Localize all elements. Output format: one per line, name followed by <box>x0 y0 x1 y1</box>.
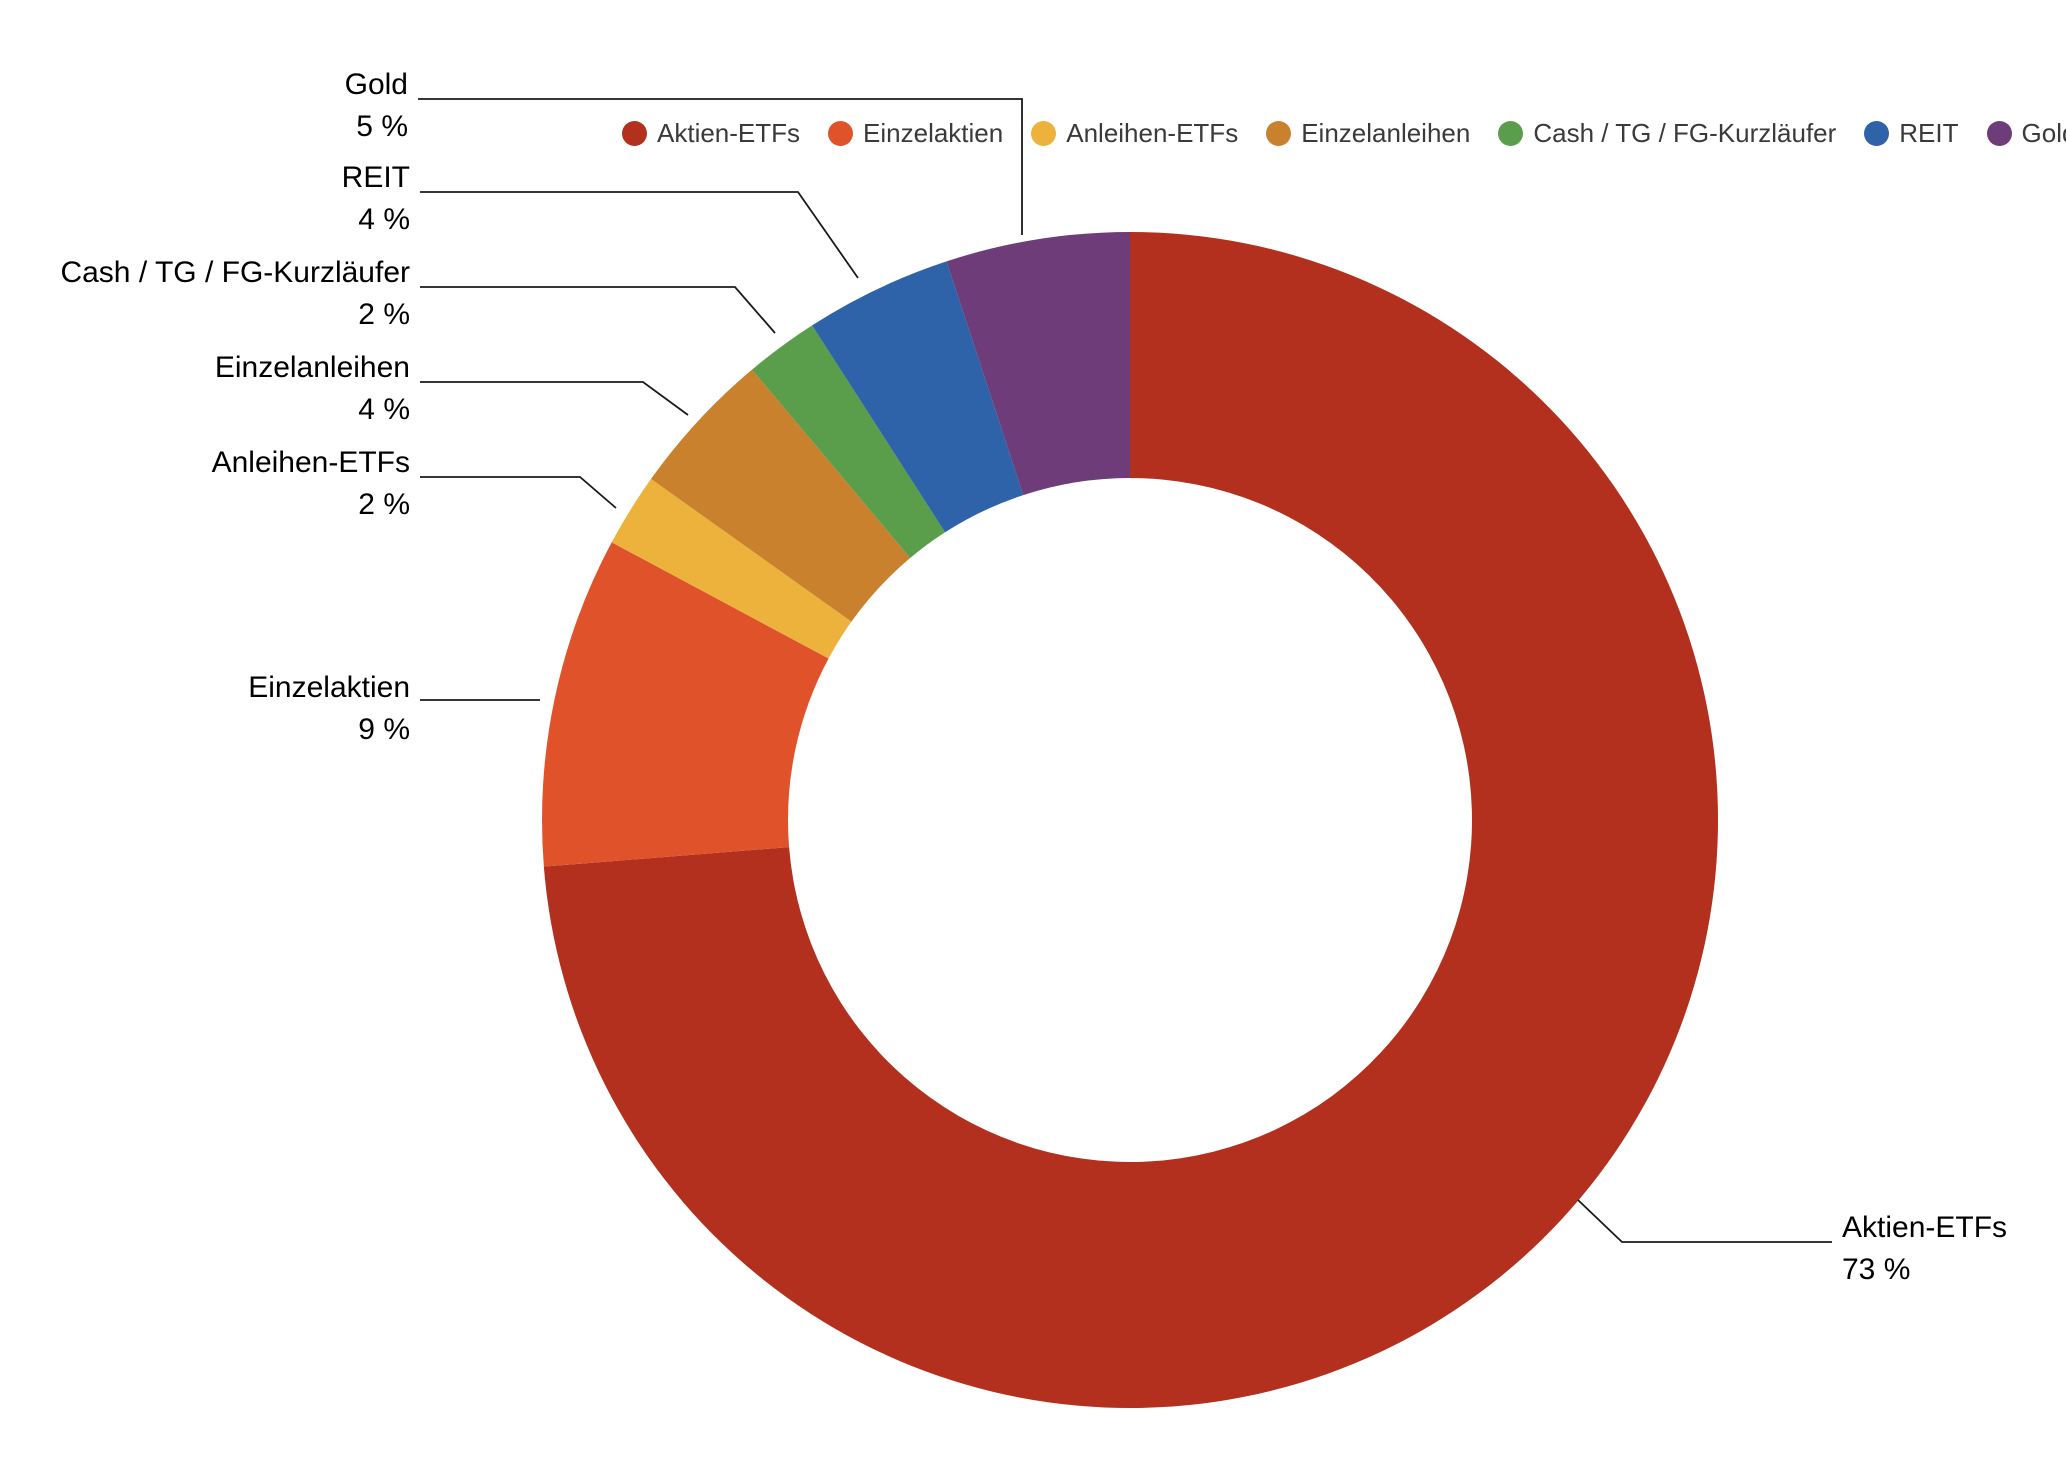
legend-label: Einzelanleihen <box>1301 118 1471 148</box>
slice-label-einzelanleihen: Einzelanleihen 4 % <box>215 351 410 426</box>
slice-label-gold: Gold 5 % <box>345 68 408 143</box>
legend-swatch-icon <box>1864 121 1890 146</box>
slice-label-anleihen-etfs: Anleihen-ETFs 2 % <box>212 446 410 521</box>
leader-line-einzelanleihen <box>420 381 689 416</box>
leader-line-anleihen-etfs <box>420 476 617 509</box>
pie-slice-gold <box>946 232 1130 496</box>
pie-slice-einzelanleihen <box>651 369 911 622</box>
legend-label: Aktien-ETFs <box>657 118 801 148</box>
legend-item-gold: Gold <box>1986 118 2066 149</box>
pie-slice-anleihen-etfs <box>611 478 852 659</box>
legend-item-anleihen-etfs: Anleihen-ETFs <box>1031 118 1238 149</box>
legend-swatch-icon <box>1498 121 1524 146</box>
leader-line-cash-tg-fg-kurzl-ufer <box>420 286 776 334</box>
slice-label-reit: REIT 4 % <box>342 161 410 236</box>
legend-item-aktien-etfs: Aktien-ETFs <box>622 118 800 149</box>
legend-item-cash-tg-fg-kurzl-ufer: Cash / TG / FG-Kurzläufer <box>1498 118 1836 149</box>
legend-label: Einzelaktien <box>863 118 1004 148</box>
leader-line-aktien-etfs <box>1577 1199 1832 1243</box>
slice-label-aktien-etfs: Aktien-ETFs 73 % <box>1842 1211 2007 1286</box>
legend-swatch-icon <box>1266 121 1292 146</box>
legend-swatch-icon <box>622 121 647 146</box>
legend-item-reit: REIT <box>1864 118 1959 149</box>
pie-slice-einzelaktien <box>542 542 829 867</box>
slice-label-cash-tg-fg-kurzl-ufer: Cash / TG / FG-Kurzläufer 2 % <box>60 256 410 331</box>
legend-label: Cash / TG / FG-Kurzläufer <box>1533 118 1837 148</box>
legend: Aktien-ETFs Einzelaktien Anleihen-ETFs Einz… <box>622 118 2066 149</box>
leader-line-gold <box>418 98 1023 235</box>
leader-line-reit <box>420 191 859 279</box>
legend-item-einzelaktien: Einzelaktien <box>828 118 1003 149</box>
legend-label: Anleihen-ETFs <box>1066 118 1239 148</box>
pie-slice-reit <box>812 261 1024 533</box>
slice-label-einzelaktien: Einzelaktien 9 % <box>248 671 410 746</box>
pie-slice-cash-tg-fg-kurzl-ufer <box>752 325 946 559</box>
legend-swatch-icon <box>1986 121 2012 146</box>
legend-label: Gold <box>2021 118 2066 148</box>
legend-label: REIT <box>1899 118 1959 148</box>
pie-slice-aktien-etfs <box>543 232 1718 1409</box>
legend-swatch-icon <box>1031 121 1057 146</box>
legend-swatch-icon <box>828 121 854 146</box>
legend-item-einzelanleihen: Einzelanleihen <box>1266 118 1470 149</box>
